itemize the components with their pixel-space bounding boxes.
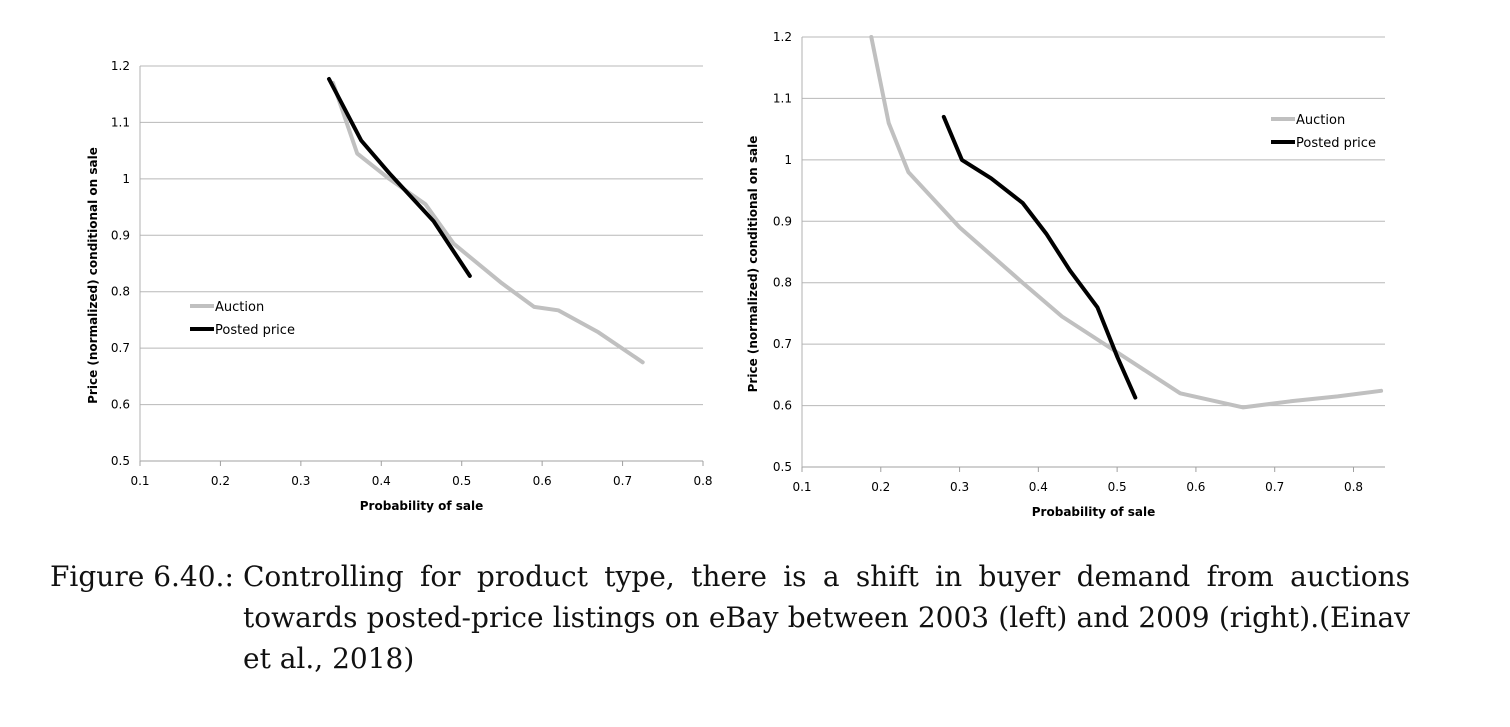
y-tick-label: 0.7 — [111, 341, 130, 355]
y-tick-label: 1.1 — [773, 91, 792, 105]
series-line-auction — [331, 80, 645, 365]
x-axis-title: Probability of sale — [360, 499, 483, 513]
y-tick-label: 0.8 — [111, 285, 130, 299]
series-line-auction — [869, 35, 1384, 410]
y-tick-label: 1 — [122, 172, 130, 186]
y-tick-label: 1 — [784, 153, 792, 167]
series-line-posted-price — [941, 114, 1138, 400]
x-tick-label: 0.6 — [1186, 480, 1205, 494]
y-tick-label: 1.1 — [111, 115, 130, 129]
x-tick-label: 0.5 — [452, 474, 471, 488]
x-tick-label: 0.4 — [1029, 480, 1048, 494]
y-tick-label: 1.2 — [773, 30, 792, 44]
legend-label: Auction — [215, 300, 264, 315]
legend-label: Auction — [1296, 113, 1345, 128]
x-tick-label: 0.8 — [693, 474, 712, 488]
x-axis-title: Probability of sale — [1032, 505, 1155, 519]
x-tick-label: 0.1 — [792, 480, 811, 494]
figure-caption: Figure 6.40.: Controlling for product ty… — [50, 556, 1410, 679]
series-line-posted-price — [327, 77, 472, 278]
legend-label: Posted price — [1296, 136, 1376, 151]
y-tick-label: 0.5 — [111, 454, 130, 468]
y-axis-title: Price (normalized) conditional on sale — [746, 136, 760, 393]
y-tick-label: 0.5 — [773, 460, 792, 474]
y-tick-label: 0.9 — [111, 228, 130, 242]
y-axis-title: Price (normalized) conditional on sale — [86, 147, 100, 404]
x-tick-label: 0.3 — [950, 480, 969, 494]
y-tick-label: 0.6 — [773, 399, 792, 413]
x-tick-label: 0.1 — [130, 474, 149, 488]
caption-label: Figure 6.40.: — [50, 560, 234, 593]
y-tick-label: 1.2 — [111, 59, 130, 73]
x-tick-label: 0.3 — [291, 474, 310, 488]
y-tick-label: 0.6 — [111, 398, 130, 412]
x-tick-label: 0.7 — [1265, 480, 1284, 494]
x-tick-label: 0.2 — [211, 474, 230, 488]
x-tick-label: 0.5 — [1108, 480, 1127, 494]
y-tick-label: 0.9 — [773, 214, 792, 228]
x-tick-label: 0.2 — [871, 480, 890, 494]
x-tick-label: 0.8 — [1344, 480, 1363, 494]
y-tick-label: 0.7 — [773, 337, 792, 351]
right-chart-2009: 0.5 0.6 0.7 0.8 0.9 1 1.1 1.2 0.1 0.2 0.3 0.4 0.5 0.6… — [746, 30, 1385, 519]
caption-text: Controlling for product type, there is a… — [243, 560, 1410, 675]
y-tick-label: 0.8 — [773, 276, 792, 290]
left-chart-2003: 0.5 0.6 0.7 0.8 0.9 1 1.1 1.2 0.1 0.2 0.3 0.4 0.5 0.6… — [86, 59, 713, 513]
x-tick-label: 0.4 — [372, 474, 391, 488]
x-tick-label: 0.6 — [533, 474, 552, 488]
x-tick-label: 0.7 — [613, 474, 632, 488]
legend-label: Posted price — [215, 323, 295, 338]
